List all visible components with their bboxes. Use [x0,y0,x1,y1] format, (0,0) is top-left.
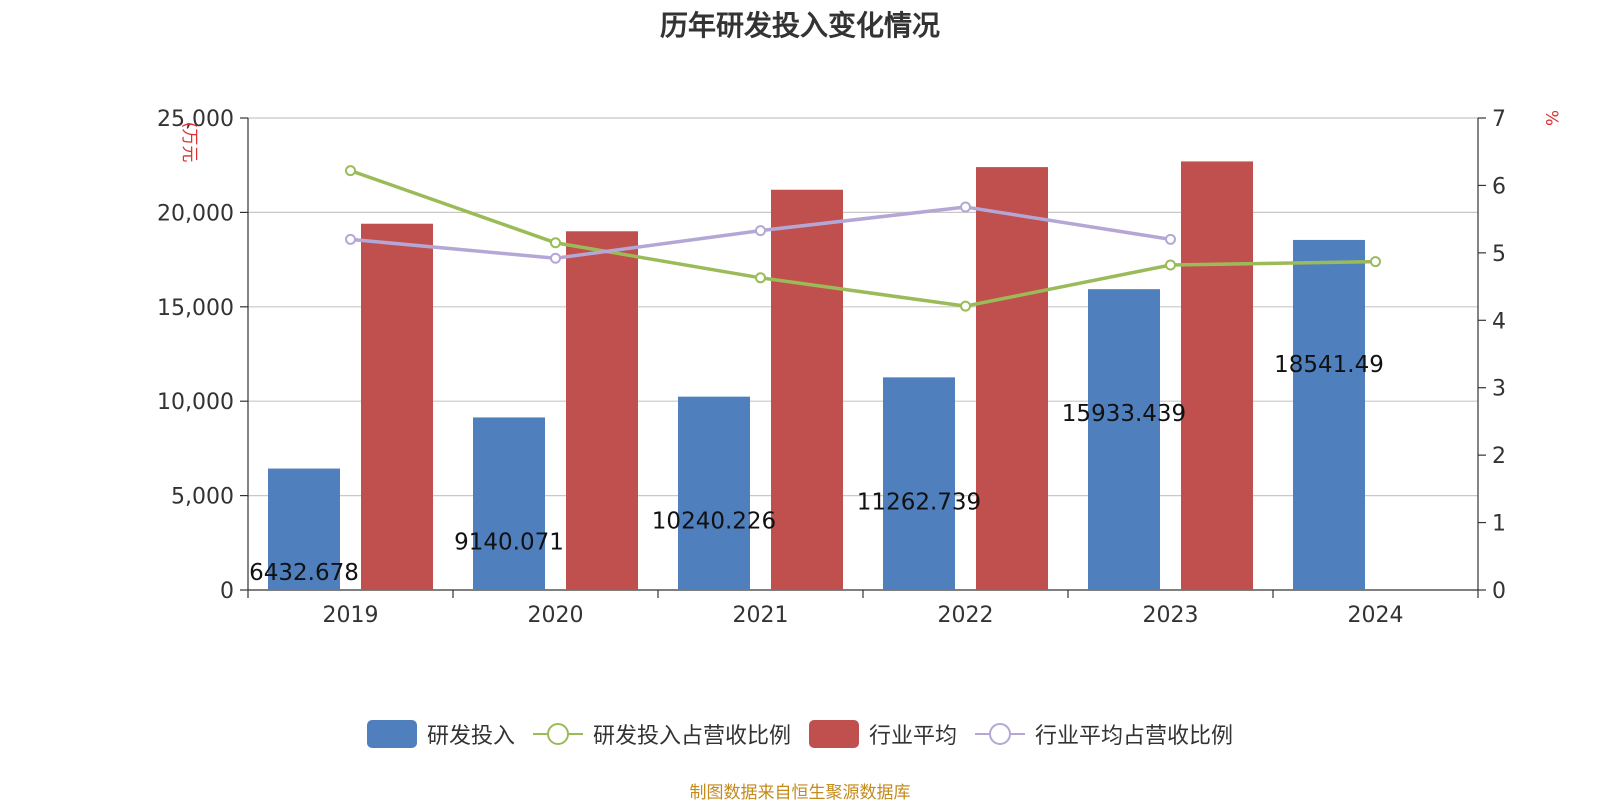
y-left-tick-label: 15,000 [157,296,234,321]
y-right-tick-label: 5 [1492,242,1506,267]
bar-行业平均 [976,167,1048,590]
point-行业平均占营收比例 [1165,233,1176,245]
x-tick-label: 2020 [528,603,584,628]
y-right-axis-label: % [1541,110,1561,126]
line-研发投入占营收比例 [349,168,1376,308]
legend-label: 行业平均 [869,724,958,749]
x-tick-label: 2022 [938,603,994,628]
legend-item[interactable]: 行业平均占营收比例 [975,718,1233,750]
point-研发投入占营收比例 [755,272,766,284]
source-note: 制图数据来自恒生聚源数据库 [689,783,911,803]
legend-label: 研发投入占营收比例 [592,724,791,749]
y-left-tick-label: 20,000 [157,201,234,226]
y-right-tick-label: 7 [1492,107,1506,132]
bar-data-label: 15933.439 [1062,401,1186,427]
bar-data-label: 10240.226 [652,509,776,535]
y-left-tick-label: 10,000 [157,390,234,415]
bar-data-label: 6432.678 [249,560,359,586]
bar-行业平均 [566,231,638,590]
point-研发投入占营收比例 [1165,259,1176,271]
legend-item[interactable]: 研发投入 [366,718,515,750]
y-right-tick-label: 3 [1492,377,1506,402]
x-tick-label: 2019 [323,603,379,628]
legend-label: 研发投入 [426,724,515,749]
x-tick-label: 2023 [1143,603,1199,628]
legend-swatch [975,723,1026,745]
point-研发投入占营收比例 [960,300,971,312]
point-行业平均占营收比例 [550,252,561,264]
legend: 研发投入 研发投入占营收比例 行业平均 行业平均占营收比例 [0,718,1600,750]
y-right-tick-label: 2 [1492,444,1506,469]
bar-研发投入 [1293,239,1365,590]
legend-item[interactable]: 研发投入占营收比例 [532,718,791,750]
y-left-axis-label: (万元 [179,122,199,163]
bar-研发投入 [883,377,955,590]
bar-研发投入 [678,396,750,590]
y-left-tick-label: 25,000 [157,107,234,132]
legend-swatch [809,720,859,748]
y-right-tick-label: 0 [1492,579,1506,604]
y-left-tick-label: 0 [220,579,234,604]
x-tick-label: 2021 [733,603,789,628]
y-right-tick-label: 4 [1492,309,1506,334]
bar-行业平均 [771,189,843,590]
x-tick-label: 2024 [1348,603,1404,628]
bar-研发投入 [473,417,545,590]
bar-研发投入 [268,468,340,590]
point-研发投入占营收比例 [345,165,356,177]
bar-data-label: 18541.49 [1274,352,1384,378]
bar-data-label: 11262.739 [857,489,981,515]
chart-title: 历年研发投入变化情况 [659,9,940,42]
y-left-tick-label: 5,000 [171,485,234,510]
legend-swatch [366,720,417,748]
bar-行业平均 [1181,161,1253,590]
point-行业平均占营收比例 [345,233,356,245]
legend-label: 行业平均占营收比例 [1035,724,1234,749]
y-right-tick-label: 1 [1492,512,1506,537]
bar-行业平均 [361,223,433,590]
y-right-tick-label: 6 [1492,174,1506,199]
point-行业平均占营收比例 [960,201,971,213]
legend-item[interactable]: 行业平均 [809,718,957,750]
point-研发投入占营收比例 [550,237,561,249]
bar-data-label: 9140.071 [454,529,564,555]
bar-研发投入 [1088,289,1160,590]
point-行业平均占营收比例 [755,225,766,237]
point-研发投入占营收比例 [1370,256,1381,268]
legend-swatch [532,723,583,745]
